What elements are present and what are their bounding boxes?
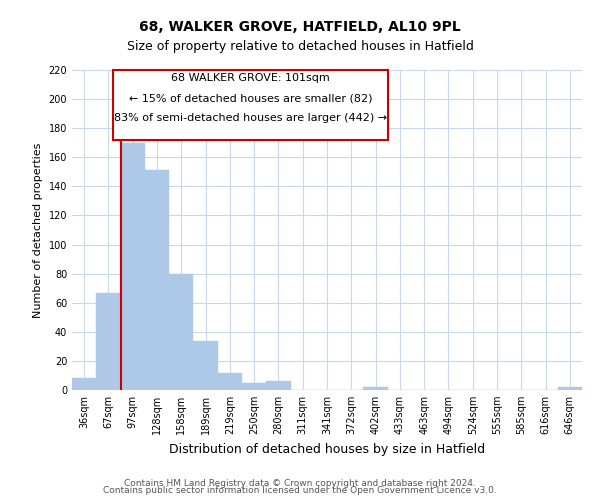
- Text: 68, WALKER GROVE, HATFIELD, AL10 9PL: 68, WALKER GROVE, HATFIELD, AL10 9PL: [139, 20, 461, 34]
- Bar: [558, 387, 582, 390]
- Bar: [193, 340, 218, 390]
- FancyBboxPatch shape: [113, 70, 388, 140]
- Y-axis label: Number of detached properties: Number of detached properties: [33, 142, 43, 318]
- Text: ← 15% of detached houses are smaller (82): ← 15% of detached houses are smaller (82…: [129, 94, 372, 104]
- Bar: [218, 372, 242, 390]
- Text: 83% of semi-detached houses are larger (442) →: 83% of semi-detached houses are larger (…: [114, 114, 387, 124]
- Bar: [121, 142, 145, 390]
- Bar: [169, 274, 193, 390]
- X-axis label: Distribution of detached houses by size in Hatfield: Distribution of detached houses by size …: [169, 442, 485, 456]
- Bar: [364, 387, 388, 390]
- Text: 68 WALKER GROVE: 101sqm: 68 WALKER GROVE: 101sqm: [171, 73, 330, 83]
- Text: Contains public sector information licensed under the Open Government Licence v3: Contains public sector information licen…: [103, 486, 497, 495]
- Text: Size of property relative to detached houses in Hatfield: Size of property relative to detached ho…: [127, 40, 473, 53]
- Bar: [96, 292, 121, 390]
- Bar: [145, 170, 169, 390]
- Bar: [72, 378, 96, 390]
- Bar: [266, 382, 290, 390]
- Bar: [242, 382, 266, 390]
- Text: Contains HM Land Registry data © Crown copyright and database right 2024.: Contains HM Land Registry data © Crown c…: [124, 478, 476, 488]
